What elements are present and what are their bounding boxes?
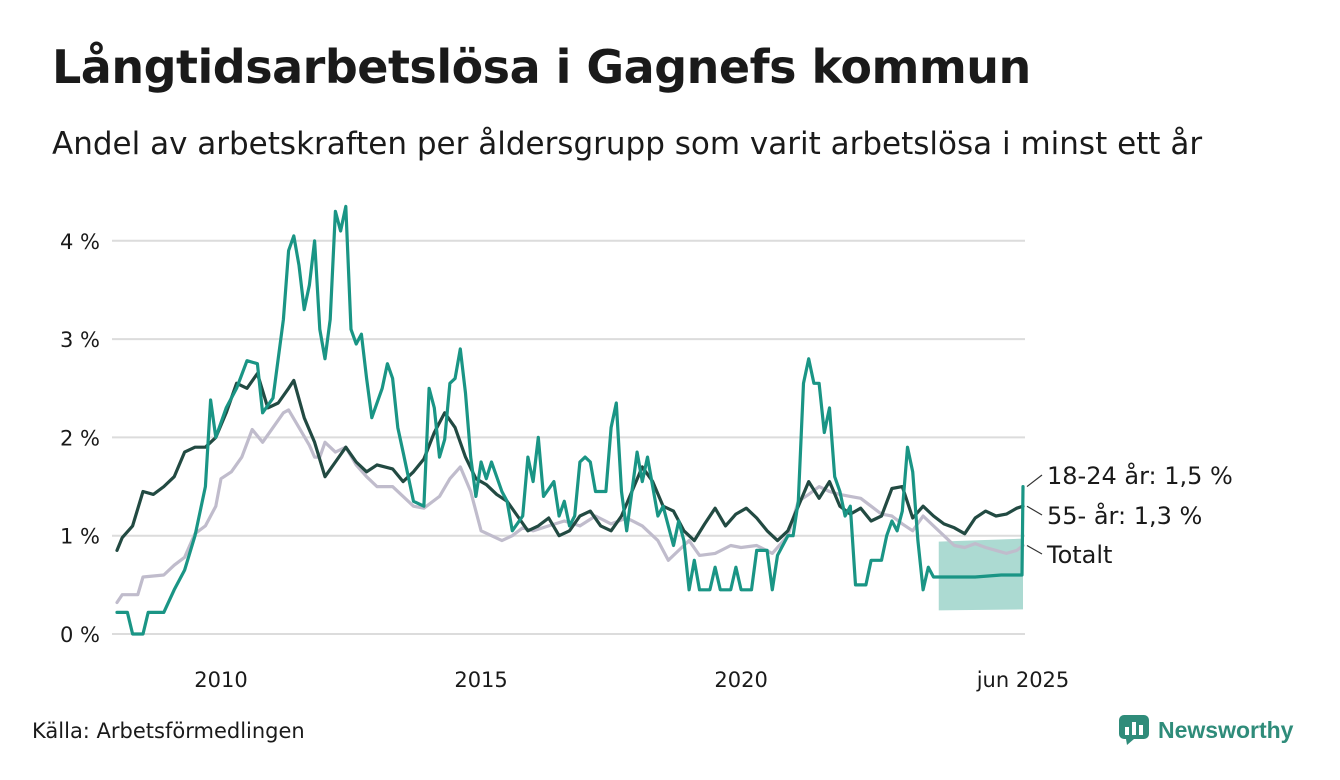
chart-title: Långtidsarbetslösa i Gagnefs kommun bbox=[52, 40, 1031, 94]
end-label-layer: Totalt 55- år: 1,3 % 18-24 år: 1,5 % bbox=[1026, 461, 1233, 569]
end-label-senior: 55- år: 1,3 % bbox=[1047, 501, 1202, 530]
end-label-youth: 18-24 år: 1,5 % bbox=[1047, 461, 1233, 490]
x-tick-label: 2015 bbox=[454, 668, 507, 692]
forecast-band-layer bbox=[938, 538, 1023, 611]
series-line-youth bbox=[115, 204, 1025, 636]
grid-layer bbox=[112, 239, 1025, 635]
series-layer bbox=[115, 204, 1025, 636]
source-note: Källa: Arbetsförmedlingen bbox=[32, 719, 305, 743]
x-tick-label: 2020 bbox=[714, 668, 767, 692]
leader-line-youth bbox=[1026, 474, 1043, 488]
brand-name: Newsworthy bbox=[1158, 716, 1294, 743]
brand-logo[interactable]: Newsworthy bbox=[1118, 714, 1293, 746]
y-tick-label: 2 % bbox=[60, 426, 100, 450]
series-line-senior bbox=[115, 371, 1025, 552]
series-line-total bbox=[115, 408, 1025, 605]
axis-layer: 0 % 1 % 2 % 3 % 4 % 2010 2015 2020 jun 2025 bbox=[60, 230, 1069, 692]
y-tick-label: 3 % bbox=[60, 328, 100, 352]
y-tick-label: 4 % bbox=[60, 230, 100, 254]
chart-subtitle: Andel av arbetskraften per åldersgrupp s… bbox=[52, 126, 1203, 162]
x-tick-label: 2010 bbox=[194, 668, 247, 692]
end-label-total: Totalt bbox=[1046, 541, 1112, 569]
leader-line-total bbox=[1026, 545, 1043, 555]
leader-line-senior bbox=[1026, 505, 1043, 516]
bar-chart-icon bbox=[1119, 715, 1149, 745]
y-tick-label: 0 % bbox=[60, 623, 100, 647]
y-tick-label: 1 % bbox=[60, 525, 100, 549]
x-tick-label: jun 2025 bbox=[976, 668, 1070, 692]
forecast-band bbox=[938, 538, 1023, 611]
